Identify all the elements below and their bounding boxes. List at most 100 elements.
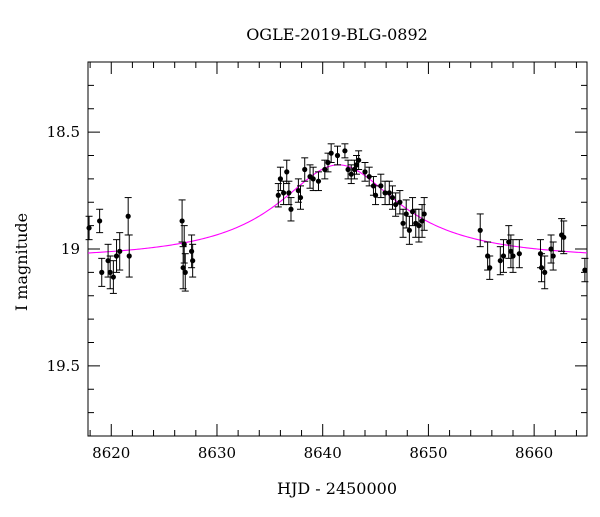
point-marker [302,166,308,173]
data-point [309,166,317,192]
point-marker [105,258,111,264]
point-marker [275,192,281,198]
point-marker [310,176,316,182]
data-point [538,253,546,283]
point-marker [397,199,403,205]
data-point [116,232,124,271]
x-tick-label: 8660 [515,444,553,462]
x-tick-label: 8640 [304,444,342,462]
data-point [109,260,117,294]
point-marker [416,223,422,229]
point-marker [406,227,412,233]
data-point [180,225,188,264]
point-marker [181,241,187,247]
plot-frame [87,61,588,437]
point-marker [393,201,399,208]
point-marker [348,171,354,177]
point-marker [403,211,409,217]
data-point [347,164,355,185]
point-marker [550,253,556,259]
point-marker [561,234,567,240]
data-point [189,243,197,278]
point-marker [180,265,186,271]
data-point [113,239,121,273]
data-point [499,239,507,273]
x-axis-label: HJD - 2450000 [277,479,397,498]
point-marker [179,218,185,224]
data-points [85,143,589,294]
point-marker [382,190,388,196]
point-marker [322,166,328,173]
y-tick-label: 19 [61,240,80,258]
point-marker [110,274,116,280]
point-marker [315,178,322,184]
data-point [334,145,341,166]
y-tick-label: 18.5 [47,123,80,141]
point-marker [351,166,358,173]
data-point [581,257,589,283]
data-point [314,171,322,192]
data-point [287,197,295,222]
data-point [276,166,284,192]
data-point [509,239,517,273]
axis-tick-labels: 8620 8630 8640 8650 8660 18.5 19 19.5 [47,123,554,462]
data-point [377,173,385,199]
data-point [405,215,413,245]
point-marker [277,176,284,182]
data-point [341,143,349,159]
data-point [415,208,423,243]
point-marker [288,206,294,212]
data-point [106,255,114,290]
point-marker [506,239,512,245]
point-marker [378,183,384,189]
data-point [549,241,557,271]
data-point [124,197,132,236]
point-marker [107,269,113,275]
point-marker [421,211,427,217]
point-marker [99,269,105,275]
data-point [418,204,426,238]
point-marker [328,150,334,156]
point-marker [419,218,425,224]
point-marker [297,194,304,201]
data-point [476,213,484,248]
data-point [181,253,189,292]
point-marker [190,258,196,264]
point-marker [477,227,483,233]
data-point [392,192,400,217]
data-point [496,246,504,276]
point-marker [182,269,188,275]
y-axis-label: I magnitude [12,213,31,311]
point-marker [372,192,379,198]
x-tick-label: 8650 [409,444,447,462]
data-point [178,199,186,243]
data-point [96,208,104,234]
data-point [85,215,93,241]
point-marker [86,225,92,231]
point-marker [548,246,554,252]
point-marker [389,194,396,201]
point-marker [500,253,507,259]
x-tick-label: 8630 [198,444,236,462]
point-marker [497,258,503,264]
point-marker [284,169,290,175]
point-marker [97,218,103,224]
data-point [515,239,523,269]
data-point [486,255,494,280]
y-tick-label: 19.5 [47,357,80,375]
chart-title: OGLE-2019-BLG-0892 [246,25,428,44]
point-marker [400,220,406,226]
x-tick-label: 8620 [92,444,130,462]
point-marker [125,213,131,219]
point-marker [542,269,548,275]
point-marker [508,248,514,254]
data-point [98,257,106,287]
data-point [344,159,352,180]
data-point [350,159,358,180]
point-marker [487,265,493,271]
point-marker [510,253,516,259]
point-marker [286,190,292,196]
data-point [396,190,404,215]
